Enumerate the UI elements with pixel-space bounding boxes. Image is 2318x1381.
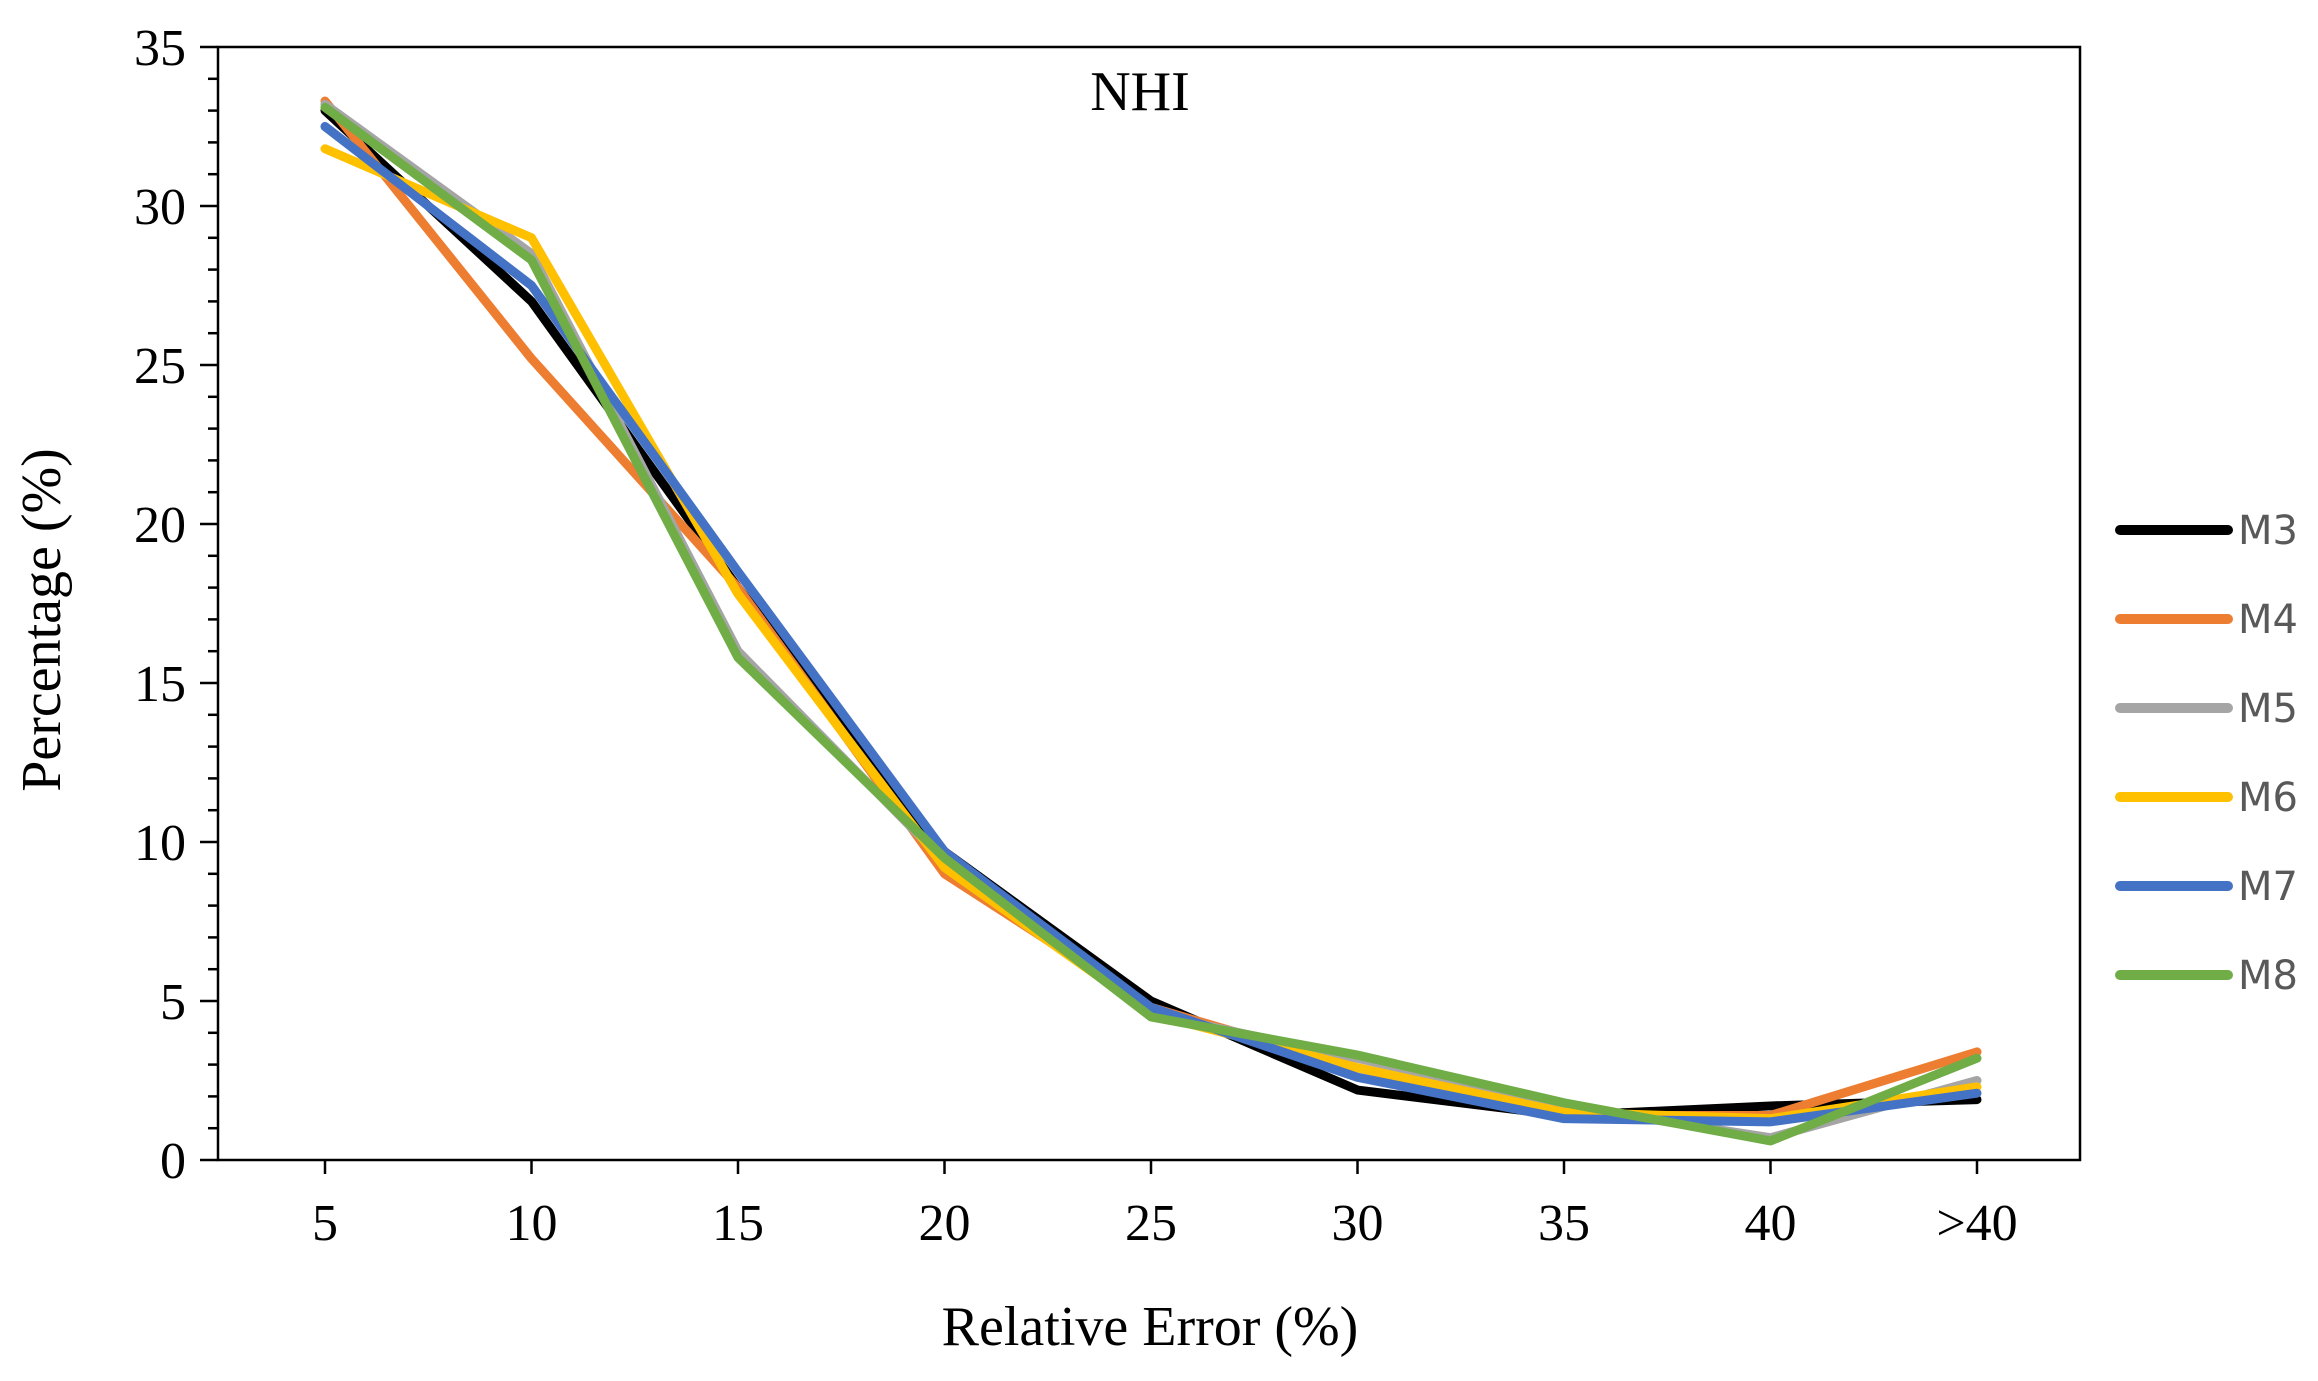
series-line-m7 <box>320 122 1982 1127</box>
series-line-m3 <box>320 106 1982 1120</box>
legend-label-m5: M5 <box>2238 686 2298 732</box>
y-tick-label: 20 <box>134 497 186 554</box>
y-tick-label: 5 <box>160 974 186 1031</box>
x-tick-label: 15 <box>712 1195 764 1252</box>
y-tick-label: 15 <box>134 656 186 713</box>
y-tick-label: 35 <box>134 20 186 77</box>
x-tick-label: 30 <box>1332 1195 1384 1252</box>
legend-label-m4: M4 <box>2238 597 2298 643</box>
y-tick-label: 30 <box>134 179 186 236</box>
series-lines <box>320 96 1982 1146</box>
series-line-m5 <box>320 99 1982 1143</box>
legend: M3 M4 M5 M6 M7 M8 <box>2115 508 2298 999</box>
axes: 0 5 10 15 20 25 30 35 5 10 15 20 25 30 35 40 >40 <box>134 20 2082 1252</box>
x-tick-label: 35 <box>1538 1195 1590 1252</box>
y-axis-title: Percentage (%) <box>11 448 73 792</box>
series-line-m8 <box>320 102 1982 1146</box>
legend-label-m7: M7 <box>2238 864 2298 910</box>
legend-label-m6: M6 <box>2238 775 2298 821</box>
plot-frame <box>216 45 2082 1162</box>
x-tick-label: >40 <box>1936 1195 2017 1252</box>
x-tick-label: 10 <box>506 1195 558 1252</box>
x-tick-label: 20 <box>919 1195 971 1252</box>
legend-label-m8: M8 <box>2238 953 2298 999</box>
x-tick-label: 40 <box>1745 1195 1797 1252</box>
series-line-m6 <box>320 144 1982 1124</box>
series-line-m4 <box>320 96 1982 1120</box>
x-axis-title: Relative Error (%) <box>942 1296 1359 1358</box>
chart-title: NHI <box>1090 61 1190 123</box>
y-tick-label: 25 <box>134 338 186 395</box>
y-tick-label: 10 <box>134 815 186 872</box>
legend-label-m3: M3 <box>2238 508 2298 554</box>
y-tick-label: 0 <box>160 1133 186 1190</box>
x-tick-label: 25 <box>1125 1195 1177 1252</box>
x-tick-label: 5 <box>312 1195 338 1252</box>
